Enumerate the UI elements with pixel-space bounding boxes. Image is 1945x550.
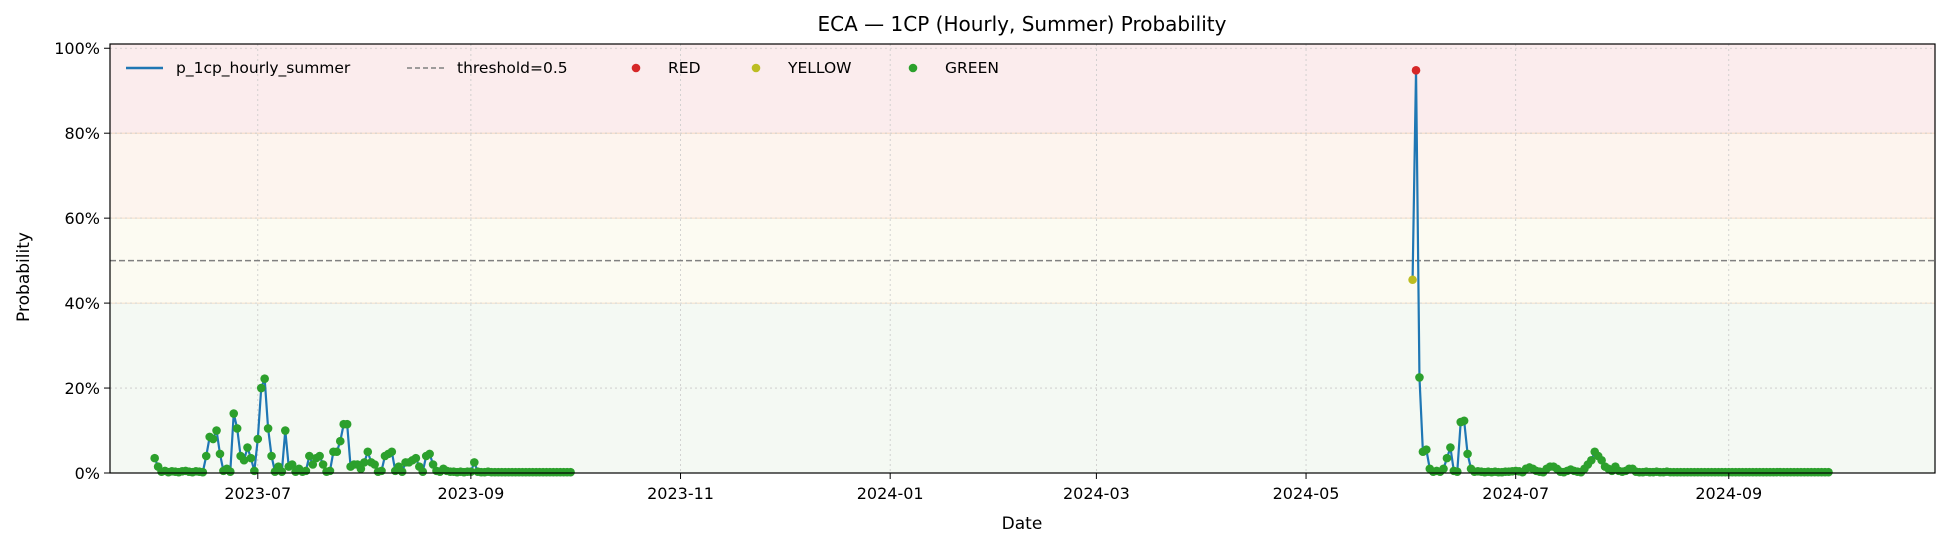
data-point (1415, 373, 1424, 382)
legend-swatch (631, 63, 641, 73)
x-tick-label: 2023-11 (647, 484, 714, 503)
data-point (470, 458, 479, 467)
data-point (212, 426, 221, 435)
y-tick-label: 100% (54, 39, 100, 58)
data-point (1439, 464, 1448, 474)
data-point (315, 451, 324, 461)
x-tick-label: 2024-05 (1273, 484, 1340, 503)
data-point (377, 466, 386, 476)
data-point (243, 443, 252, 452)
data-point (1411, 66, 1421, 75)
data-point (370, 460, 379, 469)
data-point (201, 451, 211, 461)
data-point (360, 458, 369, 467)
data-point (1446, 443, 1455, 452)
data-point (277, 467, 287, 477)
data-point (1408, 275, 1417, 285)
legend-item: threshold=0.5 (407, 59, 568, 77)
chart-title: ECA — 1CP (Hourly, Summer) Probability (818, 12, 1227, 36)
data-point (356, 464, 366, 474)
data-point (280, 426, 290, 435)
data-point (1459, 416, 1469, 426)
data-point (1587, 455, 1596, 465)
legend-item: RED (631, 59, 701, 77)
data-point (308, 460, 318, 469)
data-point (318, 460, 328, 469)
data-point (239, 455, 249, 465)
legend-label: RED (668, 59, 701, 77)
legend-label: p_1cp_hourly_summer (176, 59, 351, 78)
probability-bands (110, 44, 1935, 473)
x-tick-label: 2024-09 (1695, 484, 1762, 503)
legend-item: YELLOW (751, 59, 852, 77)
data-point (566, 467, 575, 477)
data-point (325, 466, 335, 476)
axes-frame (109, 43, 1936, 474)
legend-item: GREEN (908, 59, 999, 77)
data-point (1422, 445, 1431, 454)
data-point (466, 467, 476, 477)
data-point (411, 453, 421, 463)
legend-label: YELLOW (787, 59, 852, 77)
y-tick-label: 80% (64, 124, 100, 143)
legend-swatch (751, 63, 761, 73)
data-point (332, 447, 342, 457)
x-tick-label: 2023-07 (224, 484, 291, 503)
legend-label: GREEN (945, 59, 999, 77)
data-point (208, 434, 218, 444)
data-point (363, 447, 373, 457)
data-point (425, 449, 434, 459)
x-tick-label: 2024-01 (857, 484, 924, 503)
data-point (1452, 467, 1462, 477)
y-tick-label: 20% (64, 379, 100, 398)
data-point (225, 467, 235, 477)
y-axis-label: Probability (14, 232, 34, 322)
data-point (150, 453, 159, 463)
data-point (232, 424, 242, 433)
band-3 (110, 44, 1935, 134)
data-point (287, 460, 297, 469)
data-point (198, 467, 208, 477)
data-point (1442, 453, 1452, 463)
data-point (253, 434, 263, 444)
legend-item: p_1cp_hourly_summer (126, 59, 351, 78)
data-point (215, 449, 225, 459)
data-point (305, 451, 314, 461)
data-point (301, 466, 311, 476)
data-point (397, 467, 407, 477)
legend-swatch (908, 63, 918, 73)
x-tick-label: 2023-09 (437, 484, 504, 503)
data-point (256, 383, 266, 393)
data-point (263, 424, 273, 433)
data-point (1597, 455, 1606, 465)
legend-label: threshold=0.5 (457, 59, 568, 77)
x-tick-label: 2024-07 (1482, 484, 1549, 503)
y-axis-ticks: 0% 20% 40% 60% 80% 100% (54, 39, 110, 483)
data-point (387, 447, 397, 457)
band-2 (110, 133, 1935, 219)
data-point (418, 467, 428, 477)
data-point (1463, 449, 1472, 459)
y-tick-label: 40% (64, 294, 100, 313)
data-point (1824, 467, 1833, 477)
legend: p_1cp_hourly_summer threshold=0.5 RED YELLO… (126, 59, 999, 78)
y-tick-label: 0% (75, 464, 100, 483)
data-point (260, 374, 269, 384)
data-point (229, 409, 239, 418)
x-axis-ticks: 2023-07 2023-09 2023-11 2024-01 2024-03 2024-… (224, 473, 1762, 503)
data-point (428, 460, 438, 469)
series-points-group (150, 66, 1833, 477)
y-tick-label: 60% (64, 209, 100, 228)
data-point (246, 453, 256, 463)
data-point (342, 419, 352, 429)
data-point (335, 436, 345, 446)
x-tick-label: 2024-03 (1063, 484, 1130, 503)
data-point (267, 451, 276, 461)
x-axis-label: Date (1002, 514, 1043, 534)
